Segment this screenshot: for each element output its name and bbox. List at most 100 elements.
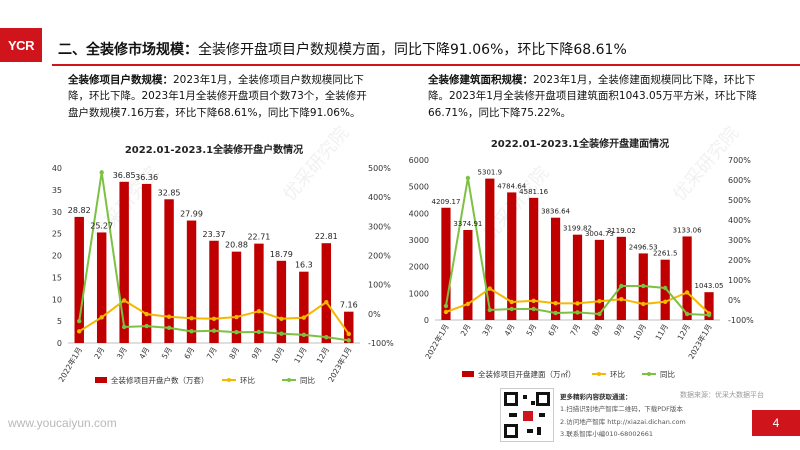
mom-point — [619, 297, 624, 302]
data-label: 5301.9 — [478, 169, 503, 177]
bar — [209, 240, 219, 343]
data-label: 3374.91 — [453, 220, 482, 228]
mom-point — [301, 315, 307, 320]
y-tick-label: 35 — [52, 186, 62, 195]
data-label: 25.27 — [90, 221, 113, 230]
x-tick-label: 8月 — [227, 346, 241, 361]
yoy-point — [346, 338, 351, 343]
yoy-point — [99, 170, 104, 175]
data-label: 7.16 — [340, 301, 358, 310]
notes-title: 更多精彩内容获取通道： — [560, 393, 632, 401]
mom-point — [99, 315, 104, 320]
yoy-point — [443, 303, 449, 309]
legend-swatch-bar — [462, 371, 474, 377]
note-item: 3.联系智库小编010-68002661 — [560, 430, 654, 439]
data-label: 2496.53 — [629, 243, 658, 251]
mom-point — [641, 301, 646, 307]
mom-point — [324, 299, 329, 305]
mom-point — [121, 298, 127, 303]
bar — [74, 216, 84, 343]
left-paragraph-label: 全装修项目户数规模： — [68, 74, 173, 86]
y2-tick-label: 700% — [728, 156, 751, 165]
mom-point — [211, 316, 217, 321]
title-sub: 全装修开盘项目户数规模方面，同比下降91.06%，环比下降68.61% — [198, 42, 627, 58]
yoy-point — [211, 328, 217, 333]
qr-dot — [537, 427, 541, 435]
footer-url[interactable]: www.youcaiyun.com — [8, 416, 117, 430]
data-label: 23.37 — [203, 230, 226, 239]
y2-tick-label: -100% — [728, 316, 754, 325]
x-tick-label: 2022年1月 — [423, 322, 451, 361]
legend-label: 同比 — [660, 369, 675, 379]
x-tick-label: 5月 — [160, 346, 174, 361]
legend-marker-yoy — [647, 372, 651, 376]
x-tick-label: 2月 — [459, 323, 473, 338]
left-paragraph-text: 2023年1月，全装修项目户数规模同比下降，环比下降。2023年1月全装修开盘项… — [68, 74, 367, 119]
access-notes: 更多精彩内容获取通道： 1.扫描识别地产智库二维码，下载PDF版本 2.访问地产… — [560, 391, 686, 440]
mom-point — [509, 299, 514, 305]
y-tick-label: 5 — [57, 317, 62, 326]
qr-code — [500, 388, 554, 442]
mom-point — [234, 314, 239, 320]
x-tick-label: 8月 — [590, 323, 604, 338]
legend-marker-yoy — [287, 378, 291, 382]
data-label: 36.85 — [113, 171, 136, 180]
legend-marker-mom — [227, 378, 231, 382]
bar — [594, 239, 605, 320]
x-tick-label: 3月 — [481, 323, 495, 338]
yoy-point — [144, 323, 149, 329]
data-label: 1043.05 — [695, 282, 724, 290]
qr-dot — [509, 413, 517, 417]
mom-point — [465, 301, 471, 307]
y-tick-label: 4000 — [409, 209, 429, 218]
y2-tick-label: 400% — [368, 193, 391, 202]
yoy-point — [597, 311, 602, 317]
y2-tick-label: -100% — [368, 339, 394, 348]
y-tick-label: 0 — [424, 316, 429, 325]
qr-finder — [536, 392, 550, 406]
data-label: 4784.64 — [497, 182, 526, 190]
mom-point — [684, 290, 690, 295]
bar — [254, 243, 264, 343]
bar — [704, 292, 714, 320]
y-tick-label: 30 — [52, 208, 62, 217]
x-tick-label: 9月 — [612, 323, 626, 338]
mom-point — [487, 286, 493, 291]
mom-point — [166, 314, 172, 319]
y-tick-label: 25 — [52, 230, 62, 239]
bar — [276, 260, 287, 343]
yoy-point — [662, 285, 668, 291]
legend-label: 环比 — [610, 369, 625, 379]
left-paragraph: 全装修项目户数规模：2023年1月，全装修项目户数规模同比下降，环比下降。202… — [68, 72, 368, 121]
yoy-point — [301, 332, 307, 338]
note-item: 1.扫描识别地产智库二维码，下载PDF版本 — [560, 405, 683, 414]
qr-dot — [527, 429, 533, 433]
yoy-point — [256, 329, 262, 335]
x-tick-label: 4月 — [503, 323, 517, 338]
data-label: 18.79 — [270, 250, 293, 259]
data-label: 27.99 — [180, 210, 203, 219]
legend-label: 全装修项目开盘户数（万套） — [111, 375, 209, 385]
y2-tick-label: 500% — [728, 196, 751, 205]
mom-point — [531, 298, 536, 303]
note-item[interactable]: 2.访问地产智库 http://xiazai.dichan.com — [560, 417, 686, 426]
bar — [96, 232, 107, 343]
mom-point — [144, 311, 149, 317]
right-paragraph: 全装修建筑面积规模：2023年1月，全装修建面规模同比下降，环比下降。2023年… — [428, 72, 758, 121]
x-tick-label: 2月 — [92, 346, 106, 361]
x-tick-label: 11月 — [654, 323, 670, 342]
yoy-point — [279, 331, 284, 336]
bar — [463, 230, 473, 320]
yoy-point — [77, 318, 82, 324]
yoy-point — [684, 311, 690, 317]
x-tick-label: 7月 — [205, 346, 219, 361]
x-tick-label: 4月 — [137, 346, 151, 361]
header: YCR 二、全装修市场规模：全装修开盘项目户数规模方面，同比下降91.06%，环… — [0, 0, 800, 64]
chart-title: 2022.01-2023.1全装修开盘户数情况 — [125, 143, 303, 156]
data-label: 20.88 — [225, 241, 248, 250]
x-tick-label: 10月 — [270, 346, 286, 365]
x-tick-label: 2022年1月 — [56, 345, 84, 384]
yoy-point — [531, 306, 536, 312]
bar — [164, 199, 174, 343]
